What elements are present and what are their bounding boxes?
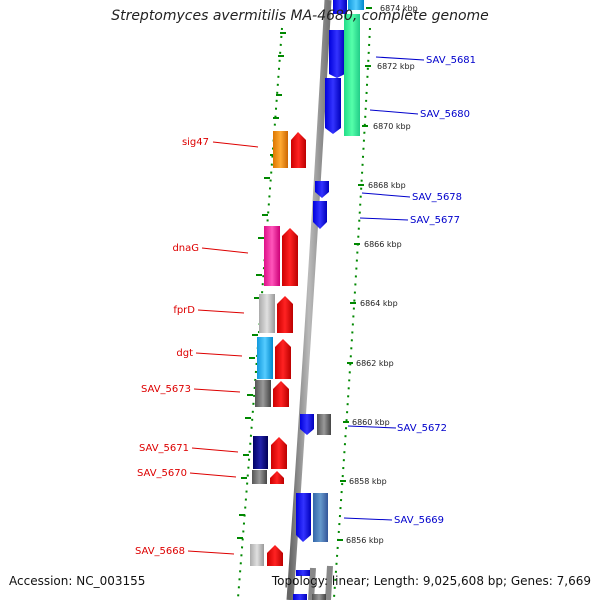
gene-label-dnaG[interactable]: dnaG	[172, 243, 199, 254]
gene-block[interactable]	[348, 0, 364, 10]
gene-block[interactable]	[312, 594, 326, 600]
gene-block[interactable]	[317, 414, 331, 435]
gene-block[interactable]	[315, 181, 329, 198]
genome-title: Streptomyces avermitilis MA-4680, comple…	[111, 8, 489, 24]
left-leader-lines	[187, 141, 259, 555]
gene-label-SAV_5680[interactable]: SAV_5680	[420, 109, 470, 120]
ruler-label: 6868 kbp	[368, 181, 406, 190]
gene-label-SAV_5677[interactable]: SAV_5677	[410, 215, 460, 226]
ruler-label: 6858 kbp	[349, 477, 387, 486]
genome-backbone-lower	[308, 567, 316, 601]
gene-block[interactable]	[296, 570, 310, 576]
gene-block[interactable]	[282, 228, 298, 286]
right-leader-lines	[343, 56, 425, 521]
gene-block[interactable]	[273, 381, 289, 407]
gene-label-sig47[interactable]: sig47	[182, 137, 209, 148]
gene-block[interactable]	[259, 294, 275, 333]
gene-block[interactable]	[267, 545, 283, 566]
ruler-label: 6866 kbp	[364, 240, 402, 249]
gene-block[interactable]	[271, 437, 287, 469]
gene-block[interactable]	[313, 493, 328, 542]
gene-block[interactable]	[277, 296, 293, 333]
gene-block[interactable]	[255, 380, 271, 407]
gene-label-SAV_5671[interactable]: SAV_5671	[139, 443, 189, 454]
gene-label-SAV_5678[interactable]: SAV_5678	[412, 192, 462, 203]
gene-label-SAV_5681[interactable]: SAV_5681	[426, 55, 476, 66]
ruler-label: 6860 kbp	[352, 418, 390, 427]
ruler-label: 6856 kbp	[346, 536, 384, 545]
gene-block[interactable]	[253, 436, 268, 469]
gene-block[interactable]	[329, 30, 345, 78]
gene-block[interactable]	[333, 0, 347, 14]
forward-genes	[250, 131, 306, 566]
gene-label-SAV_5673[interactable]: SAV_5673	[141, 384, 191, 395]
accession-text: Accession: NC_003155	[9, 574, 146, 588]
gene-block[interactable]	[252, 470, 267, 484]
gene-block[interactable]	[257, 337, 273, 379]
gene-block[interactable]	[264, 226, 280, 286]
gene-block[interactable]	[275, 339, 291, 379]
gene-block[interactable]	[296, 493, 311, 542]
gene-block[interactable]	[270, 471, 284, 484]
reverse-genes	[293, 0, 364, 600]
ruler-label: 6870 kbp	[373, 122, 411, 131]
gene-label-fprD[interactable]: fprD	[173, 305, 195, 316]
gene-block[interactable]	[300, 414, 314, 435]
gene-label-SAV_5668[interactable]: SAV_5668	[135, 546, 185, 557]
genome-summary-text: Topology: linear; Length: 9,025,608 bp; …	[271, 574, 591, 588]
gene-block[interactable]	[250, 544, 264, 566]
gene-block[interactable]	[344, 14, 360, 136]
ruler-label: 6864 kbp	[360, 299, 398, 308]
gene-label-SAV_5670[interactable]: SAV_5670	[137, 468, 187, 479]
gene-block[interactable]	[273, 131, 288, 168]
gene-block[interactable]	[313, 201, 327, 229]
ruler-label: 6872 kbp	[377, 62, 415, 71]
ruler-label: 6874 kbp	[380, 4, 418, 13]
gene-label-SAV_5672[interactable]: SAV_5672	[397, 423, 447, 434]
gene-label-SAV_5669[interactable]: SAV_5669	[394, 515, 444, 526]
gene-block[interactable]	[291, 132, 306, 168]
gene-block[interactable]	[325, 78, 341, 134]
right-guide-line	[333, 27, 371, 599]
gene-label-dgt[interactable]: dgt	[176, 348, 193, 359]
right-tick-marks	[337, 7, 372, 541]
ruler-label: 6862 kbp	[356, 359, 394, 368]
gene-block[interactable]	[293, 594, 307, 600]
